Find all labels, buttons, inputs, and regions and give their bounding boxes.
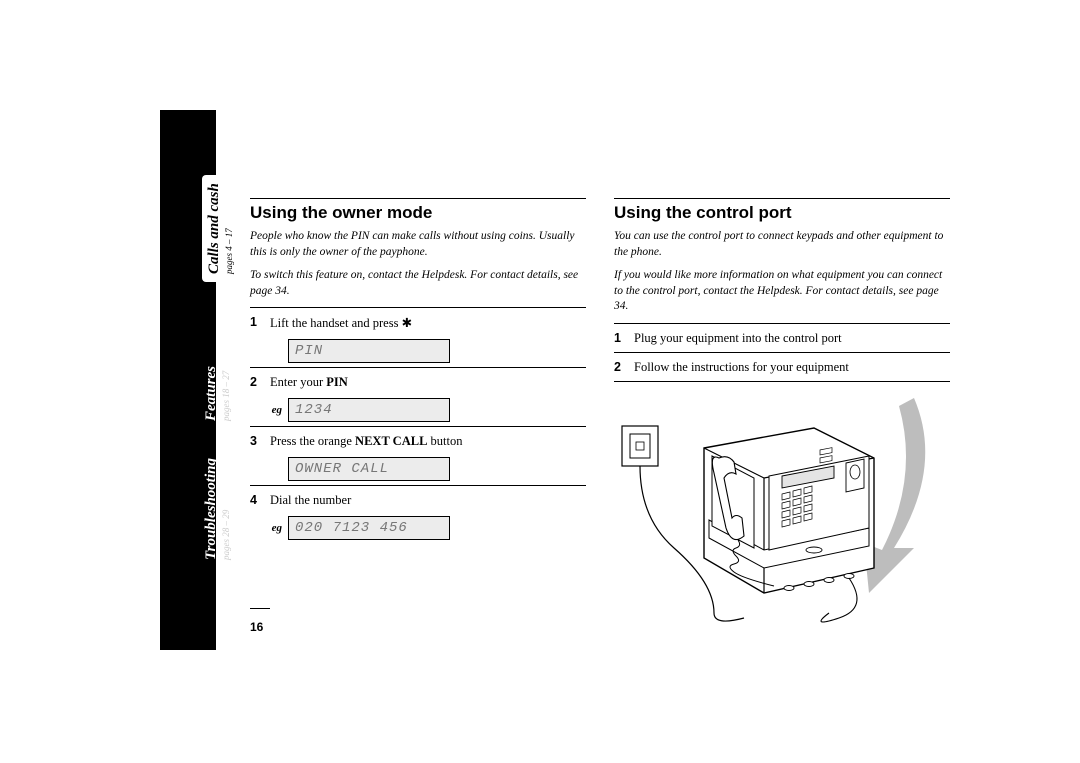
content-columns: Using the owner mode People who know the…	[250, 198, 950, 628]
step-number: 3	[250, 434, 262, 449]
heading-control-port: Using the control port	[614, 203, 950, 223]
display-row: PIN	[268, 339, 586, 363]
step-text: Press the orange NEXT CALL button	[270, 434, 586, 449]
tab-pages: pages 28 – 29	[221, 458, 231, 560]
side-tab-troubleshooting: Troubleshooting pages 28 – 29	[202, 458, 231, 560]
intro-text: You can use the control port to connect …	[614, 229, 950, 260]
rule	[614, 198, 950, 199]
step: 3 Press the orange NEXT CALL button	[250, 426, 586, 455]
payphone-illustration	[614, 398, 950, 628]
tab-title: Calls and cash	[206, 183, 222, 274]
display-row: OWNER CALL	[268, 457, 586, 481]
lcd-display: 020 7123 456	[288, 516, 450, 540]
rule	[250, 198, 586, 199]
step-number: 2	[614, 360, 626, 375]
left-column: Using the owner mode People who know the…	[250, 198, 586, 628]
step-text: Lift the handset and press ✱	[270, 315, 586, 331]
page-number-rule	[250, 608, 270, 609]
lcd-display: OWNER CALL	[288, 457, 450, 481]
step-number: 4	[250, 493, 262, 508]
step: 4 Dial the number	[250, 485, 586, 514]
eg-label: eg	[268, 522, 282, 534]
tab-pages: pages 18 – 27	[221, 366, 231, 421]
right-column: Using the control port You can use the c…	[614, 198, 950, 628]
step-text: Plug your equipment into the control por…	[634, 331, 950, 346]
intro-text: To switch this feature on, contact the H…	[250, 268, 586, 299]
step: 1 Plug your equipment into the control p…	[614, 323, 950, 352]
step-text: Enter your PIN	[270, 375, 586, 390]
display-row: eg 1234	[268, 398, 586, 422]
step: 1 Lift the handset and press ✱	[250, 307, 586, 337]
page-number: 16	[250, 620, 263, 634]
side-tab-calls-and-cash: Calls and cash pages 4 – 17	[202, 175, 235, 282]
lcd-display: 1234	[288, 398, 450, 422]
intro-text: People who know the PIN can make calls w…	[250, 229, 586, 260]
step: 2 Follow the instructions for your equip…	[614, 352, 950, 382]
tab-title: Features	[203, 366, 219, 421]
step-number: 1	[250, 315, 262, 331]
tab-title: Troubleshooting	[203, 458, 219, 560]
heading-owner-mode: Using the owner mode	[250, 203, 586, 223]
intro-text: If you would like more information on wh…	[614, 268, 950, 315]
step-number: 2	[250, 375, 262, 390]
step-text: Dial the number	[270, 493, 586, 508]
side-tab-features: Features pages 18 – 27	[202, 366, 231, 421]
eg-label: eg	[268, 404, 282, 416]
step-text: Follow the instructions for your equipme…	[634, 360, 950, 375]
display-row: eg 020 7123 456	[268, 516, 586, 540]
step-number: 1	[614, 331, 626, 346]
payphone-diagram	[614, 398, 950, 628]
lcd-display: PIN	[288, 339, 450, 363]
tab-pages: pages 4 – 17	[224, 183, 234, 274]
manual-page: Calls and cash pages 4 – 17 Features pag…	[160, 110, 960, 650]
step: 2 Enter your PIN	[250, 367, 586, 396]
